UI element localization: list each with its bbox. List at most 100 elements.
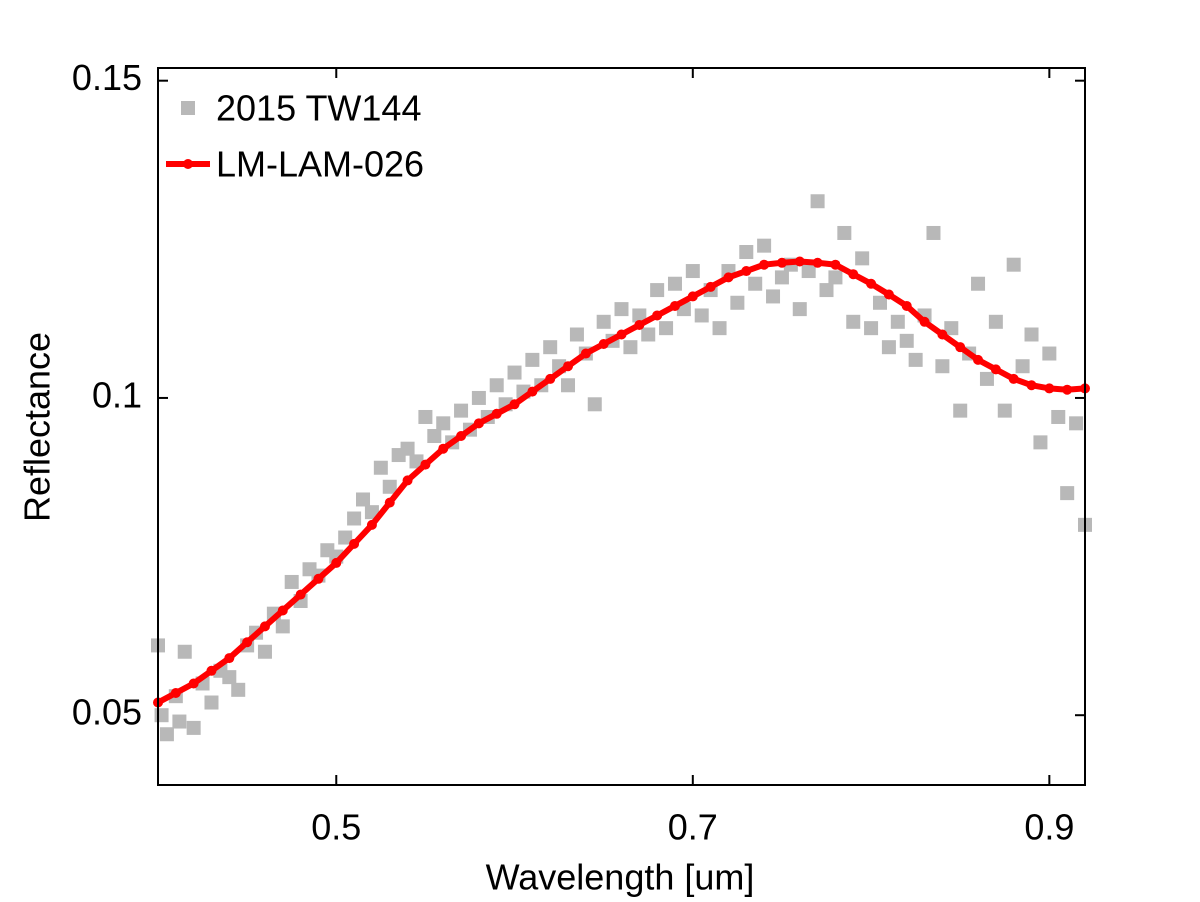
- x-tick-label: 0.9: [1024, 807, 1074, 848]
- point: [899, 333, 914, 348]
- point: [794, 256, 805, 267]
- point: [545, 373, 556, 384]
- point: [723, 272, 734, 283]
- point: [177, 644, 192, 659]
- point: [373, 460, 388, 475]
- point: [277, 605, 288, 616]
- point: [872, 295, 887, 310]
- point: [587, 397, 602, 412]
- point: [188, 678, 199, 689]
- point: [1024, 327, 1039, 342]
- point: [848, 269, 859, 280]
- point: [641, 327, 656, 342]
- point: [569, 327, 584, 342]
- point: [596, 314, 611, 329]
- point: [634, 319, 645, 330]
- point: [543, 340, 558, 355]
- point: [908, 352, 923, 367]
- point: [955, 342, 966, 353]
- point: [170, 687, 181, 698]
- point: [356, 492, 371, 507]
- x-axis-label: Wavelength [um]: [486, 857, 755, 898]
- point: [988, 314, 1003, 329]
- point: [837, 225, 852, 240]
- point: [864, 321, 879, 336]
- plot-area: [151, 194, 1092, 742]
- point: [757, 238, 772, 253]
- legend-label: LM-LAM-026: [216, 144, 424, 185]
- point: [694, 308, 709, 323]
- point: [739, 245, 754, 260]
- point: [1062, 384, 1073, 395]
- y-tick-label: 0.1: [92, 374, 142, 415]
- point: [748, 276, 763, 291]
- point: [632, 308, 647, 323]
- point: [402, 475, 413, 486]
- point: [172, 714, 187, 729]
- point: [525, 352, 540, 367]
- point: [812, 257, 823, 268]
- point: [456, 431, 467, 442]
- point: [436, 416, 451, 431]
- point: [652, 310, 663, 321]
- point: [890, 314, 905, 329]
- point: [919, 316, 930, 327]
- point: [616, 329, 627, 340]
- point: [438, 443, 449, 454]
- point: [580, 348, 591, 359]
- point: [944, 321, 959, 336]
- point: [489, 378, 504, 393]
- point: [284, 574, 299, 589]
- x-tick-label: 0.5: [311, 807, 361, 848]
- point: [776, 257, 787, 268]
- point: [810, 194, 825, 209]
- y-axis-label: Reflectance: [17, 332, 58, 522]
- point: [420, 459, 431, 470]
- point: [973, 354, 984, 365]
- point: [561, 378, 576, 393]
- point: [527, 386, 538, 397]
- point: [1015, 359, 1030, 374]
- point: [685, 264, 700, 279]
- point: [313, 573, 324, 584]
- point: [473, 418, 484, 429]
- point: [687, 291, 698, 302]
- point: [384, 497, 395, 508]
- point: [819, 283, 834, 298]
- point: [971, 276, 986, 291]
- point: [418, 409, 433, 424]
- legend-marker: [183, 159, 193, 169]
- point: [349, 538, 360, 549]
- point: [1033, 435, 1048, 450]
- point: [400, 441, 415, 456]
- point: [1060, 486, 1075, 501]
- point: [491, 408, 502, 419]
- point: [382, 479, 397, 494]
- point: [953, 403, 968, 418]
- legend-label: 2015 TW144: [216, 88, 421, 129]
- point: [204, 695, 219, 710]
- point: [186, 720, 201, 735]
- point: [275, 619, 290, 634]
- point: [881, 340, 896, 355]
- point: [846, 314, 861, 329]
- point: [1006, 257, 1021, 272]
- point: [926, 225, 941, 240]
- point: [712, 321, 727, 336]
- point: [669, 300, 680, 311]
- point: [1044, 383, 1055, 394]
- point: [1008, 373, 1019, 384]
- point: [231, 682, 246, 697]
- point: [154, 708, 169, 723]
- y-tick-label: 0.15: [72, 57, 142, 98]
- point: [366, 519, 377, 530]
- point: [792, 302, 807, 317]
- point: [563, 361, 574, 372]
- point: [659, 321, 674, 336]
- point: [1051, 409, 1066, 424]
- point: [224, 653, 235, 664]
- point: [454, 403, 469, 418]
- point: [990, 364, 1001, 375]
- point: [667, 276, 682, 291]
